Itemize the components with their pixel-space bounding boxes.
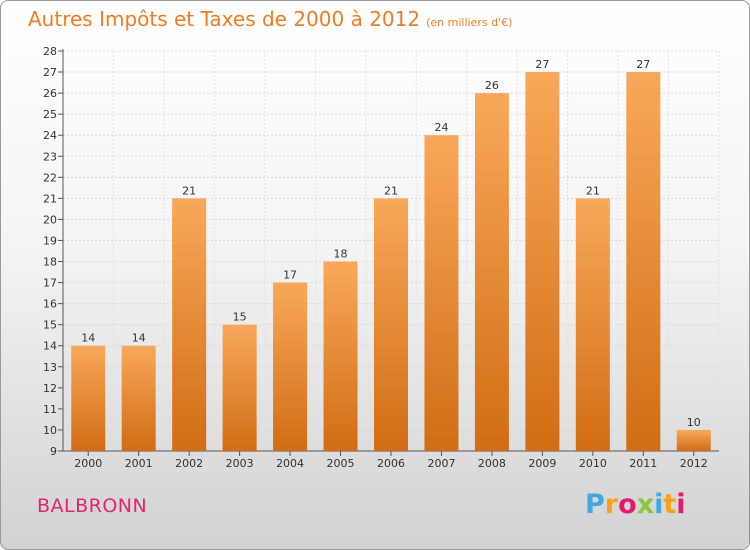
bar	[222, 324, 257, 451]
y-tick-label: 28	[43, 45, 57, 58]
x-tick-label: 2003	[226, 457, 254, 470]
y-tick-label: 10	[43, 424, 57, 437]
logo-letter: x	[636, 489, 655, 520]
bar	[71, 345, 106, 451]
logo-letter: o	[618, 489, 637, 520]
chart-title: Autres Impôts et Taxes de 2000 à 2012 (en…	[28, 7, 512, 31]
data-label: 24	[434, 121, 448, 134]
x-tick-label: 2010	[579, 457, 607, 470]
proxiti-logo: Proxiti	[585, 489, 686, 520]
bar	[676, 429, 711, 451]
logo-letter: i	[676, 489, 686, 520]
y-tick-label: 25	[43, 108, 57, 121]
x-tick-label: 2012	[680, 457, 708, 470]
y-tick-label: 13	[43, 361, 57, 374]
y-tick-label: 23	[43, 150, 57, 163]
logo-letter: t	[663, 489, 677, 520]
y-tick-label: 27	[43, 66, 57, 79]
data-label: 21	[384, 184, 398, 197]
data-label: 18	[334, 248, 348, 261]
y-tick-label: 15	[43, 319, 57, 332]
commune-name: BALBRONN	[37, 495, 148, 517]
data-label: 10	[687, 416, 701, 429]
x-tick-label: 2009	[528, 457, 556, 470]
data-label: 21	[182, 184, 196, 197]
data-label: 17	[283, 269, 297, 282]
bar	[121, 345, 156, 451]
x-tick-label: 2006	[377, 457, 405, 470]
y-tick-label: 20	[43, 213, 57, 226]
data-label: 27	[636, 58, 650, 71]
data-label: 21	[586, 184, 600, 197]
x-tick-label: 2000	[74, 457, 102, 470]
y-tick-label: 19	[43, 234, 57, 247]
logo-letter: r	[604, 489, 619, 520]
title-text: Autres Impôts et Taxes de 2000 à 2012	[28, 7, 421, 31]
bar	[323, 261, 358, 451]
y-tick-label: 22	[43, 171, 57, 184]
x-tick-label: 2001	[125, 457, 153, 470]
data-label: 27	[535, 58, 549, 71]
y-tick-label: 17	[43, 277, 57, 290]
bar	[172, 198, 207, 451]
bar	[474, 93, 509, 452]
y-tick-label: 9	[50, 445, 57, 458]
logo-letter: P	[585, 489, 605, 520]
y-tick-label: 26	[43, 87, 57, 100]
y-tick-label: 14	[43, 340, 57, 353]
bar-series	[71, 72, 711, 452]
x-axis: 2000 2001 2002 2003 2004 2005 2006 2007 2008 2009…	[63, 450, 719, 470]
data-label: 14	[81, 332, 95, 345]
logo-letter: i	[654, 489, 664, 520]
bar	[424, 135, 459, 452]
x-tick-label: 2007	[427, 457, 455, 470]
y-tick-label: 12	[43, 382, 57, 395]
bar	[374, 198, 408, 451]
x-tick-label: 2008	[478, 457, 506, 470]
bar	[626, 72, 661, 451]
bar	[575, 198, 610, 451]
x-tick-label: 2011	[629, 457, 657, 470]
data-label: 26	[485, 79, 499, 92]
data-label: 14	[132, 332, 146, 345]
data-label: 15	[233, 311, 247, 324]
bar	[525, 72, 560, 451]
title-unit: (en milliers d'€)	[426, 16, 513, 29]
data-labels: 14 14 21 15 17 18 21 24 26 27 21 27 10	[81, 58, 701, 429]
x-tick-label: 2002	[175, 457, 203, 470]
bar	[273, 282, 308, 451]
y-tick-label: 24	[43, 129, 57, 142]
y-tick-label: 18	[43, 256, 57, 269]
y-axis: 9 10 11 12 13 14 15 16 17 18 19 20 21 22 23 24 25 26 27 28	[43, 45, 64, 458]
y-tick-label: 11	[43, 403, 57, 416]
y-tick-label: 21	[43, 192, 57, 205]
x-tick-label: 2005	[327, 457, 355, 470]
y-tick-label: 16	[43, 298, 57, 311]
x-tick-label: 2004	[276, 457, 304, 470]
